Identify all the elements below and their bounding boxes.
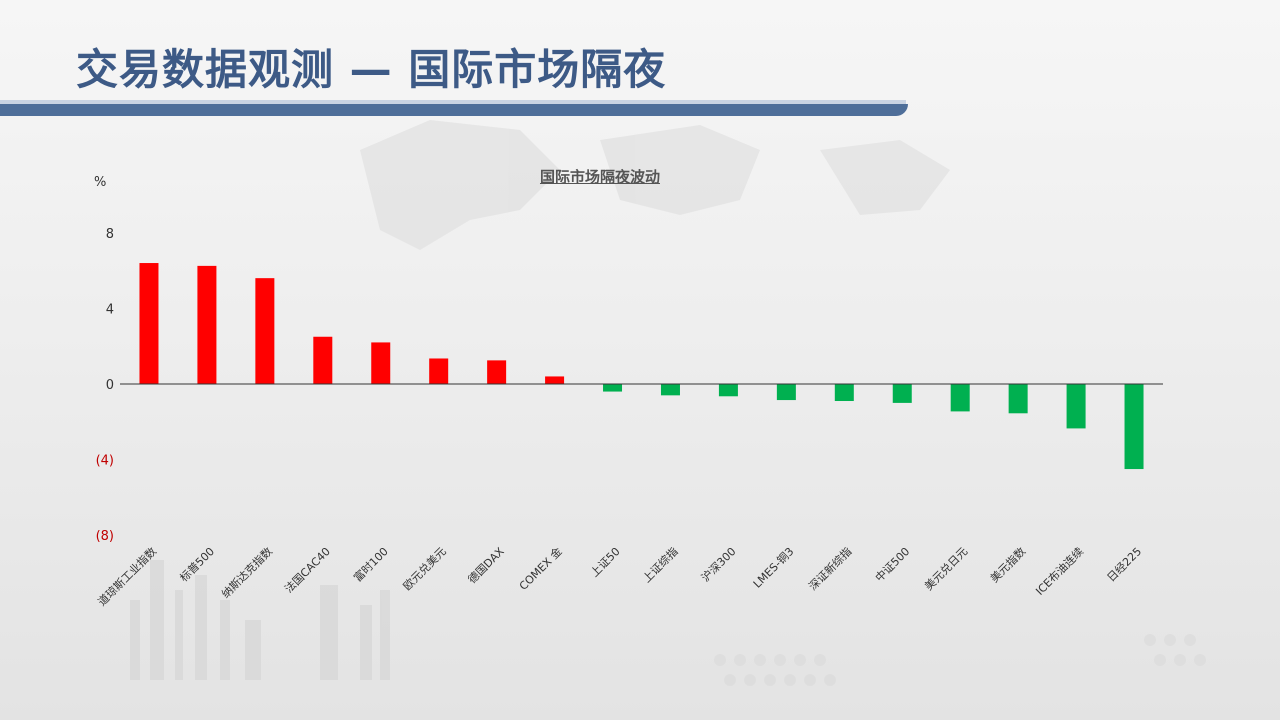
y-axis-unit-label: % <box>94 175 107 190</box>
x-tick-label: 法国CAC40 <box>282 544 333 595</box>
x-tick-label: 德国DAX <box>465 544 507 586</box>
bar-17 <box>1124 384 1144 470</box>
x-tick-label: 中证500 <box>873 545 913 585</box>
x-tick-label: ICE布油连续 <box>1033 544 1087 598</box>
x-tick-label: 上证50 <box>588 545 623 580</box>
x-tick-label: 道琼斯工业指数 <box>95 544 159 608</box>
x-tick-label: 欧元兑美元 <box>400 544 449 593</box>
x-tick-label: 上证综指 <box>640 544 681 585</box>
bar-0 <box>139 263 159 384</box>
title-underline-light <box>0 100 906 104</box>
y-tick-label: 4 <box>106 302 114 317</box>
bar-9 <box>660 384 680 396</box>
x-tick-label: 富时100 <box>351 544 391 584</box>
chart-title: 国际市场隔夜波动 <box>539 168 660 186</box>
bar-3 <box>313 336 333 384</box>
x-tick-label: 美元兑日元 <box>922 544 971 593</box>
bar-4 <box>371 342 391 384</box>
y-tick-label: 0 <box>106 378 114 393</box>
bar-11 <box>776 384 796 401</box>
bar-1 <box>197 265 217 384</box>
x-tick-label: 沪深300 <box>698 544 738 584</box>
page-title: 交易数据观测 — 国际市场隔夜 <box>76 45 667 94</box>
y-tick-label: (4) <box>96 454 114 469</box>
x-tick-label: 深证新综指 <box>806 544 855 593</box>
bar-7 <box>545 376 565 384</box>
x-tick-label: 美元指数 <box>987 544 1028 585</box>
x-tick-label: LMES-铜3 <box>750 544 796 590</box>
bar-2 <box>255 278 275 384</box>
bar-8 <box>603 384 623 392</box>
bar-12 <box>834 384 854 402</box>
x-tick-label: 日经225 <box>1105 545 1145 585</box>
y-tick-label: (8) <box>96 529 114 544</box>
bar-14 <box>950 384 970 412</box>
x-tick-label: COMEX 金 <box>516 544 565 593</box>
bar-6 <box>487 360 507 384</box>
bar-10 <box>718 384 738 397</box>
bar-15 <box>1008 384 1028 414</box>
x-tick-label: 标普500 <box>177 544 217 584</box>
bar-5 <box>429 358 449 384</box>
bar-13 <box>892 384 912 403</box>
x-tick-label: 纳斯达克指数 <box>218 544 275 601</box>
title-underline-bar <box>0 104 908 116</box>
bar-16 <box>1066 384 1086 429</box>
y-tick-label: 8 <box>106 227 114 242</box>
